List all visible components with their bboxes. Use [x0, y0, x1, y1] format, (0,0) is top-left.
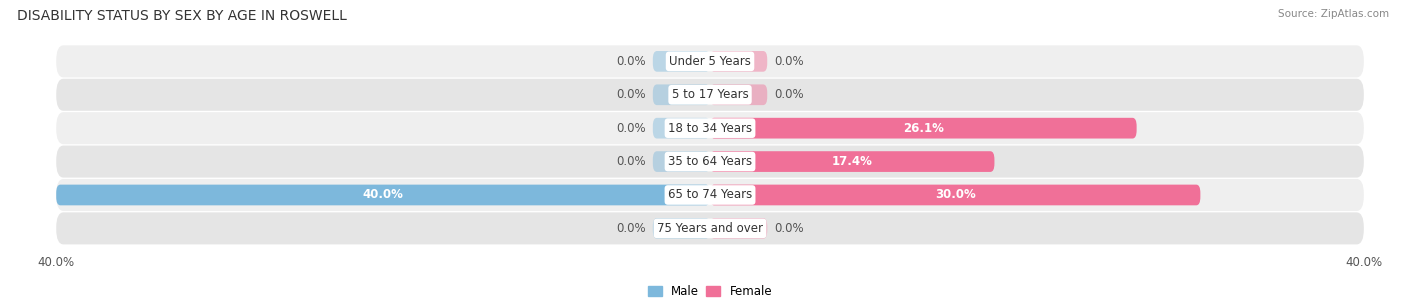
Text: 0.0%: 0.0% [617, 55, 647, 68]
FancyBboxPatch shape [56, 45, 1364, 77]
FancyBboxPatch shape [56, 185, 710, 205]
FancyBboxPatch shape [56, 145, 1364, 178]
FancyBboxPatch shape [710, 84, 768, 105]
FancyBboxPatch shape [56, 112, 1364, 144]
Text: Source: ZipAtlas.com: Source: ZipAtlas.com [1278, 9, 1389, 19]
Text: 40.0%: 40.0% [363, 188, 404, 202]
FancyBboxPatch shape [56, 179, 1364, 211]
Text: 75 Years and over: 75 Years and over [657, 222, 763, 235]
Text: DISABILITY STATUS BY SEX BY AGE IN ROSWELL: DISABILITY STATUS BY SEX BY AGE IN ROSWE… [17, 9, 347, 23]
FancyBboxPatch shape [56, 212, 1364, 244]
FancyBboxPatch shape [710, 185, 1201, 205]
FancyBboxPatch shape [652, 84, 710, 105]
FancyBboxPatch shape [56, 79, 1364, 111]
FancyBboxPatch shape [710, 118, 1136, 138]
Text: 0.0%: 0.0% [617, 122, 647, 135]
Text: 30.0%: 30.0% [935, 188, 976, 202]
FancyBboxPatch shape [710, 51, 768, 72]
Legend: Male, Female: Male, Female [643, 281, 778, 303]
Text: 0.0%: 0.0% [773, 88, 803, 101]
FancyBboxPatch shape [652, 151, 710, 172]
FancyBboxPatch shape [710, 151, 994, 172]
FancyBboxPatch shape [710, 218, 768, 239]
Text: 35 to 64 Years: 35 to 64 Years [668, 155, 752, 168]
FancyBboxPatch shape [652, 51, 710, 72]
Text: 0.0%: 0.0% [617, 88, 647, 101]
Text: 0.0%: 0.0% [617, 222, 647, 235]
Text: 17.4%: 17.4% [832, 155, 873, 168]
Text: 0.0%: 0.0% [773, 222, 803, 235]
Text: 26.1%: 26.1% [903, 122, 943, 135]
Text: 0.0%: 0.0% [617, 155, 647, 168]
Text: 65 to 74 Years: 65 to 74 Years [668, 188, 752, 202]
Text: 18 to 34 Years: 18 to 34 Years [668, 122, 752, 135]
Text: 5 to 17 Years: 5 to 17 Years [672, 88, 748, 101]
FancyBboxPatch shape [652, 218, 710, 239]
Text: Under 5 Years: Under 5 Years [669, 55, 751, 68]
Text: 0.0%: 0.0% [773, 55, 803, 68]
FancyBboxPatch shape [652, 118, 710, 138]
